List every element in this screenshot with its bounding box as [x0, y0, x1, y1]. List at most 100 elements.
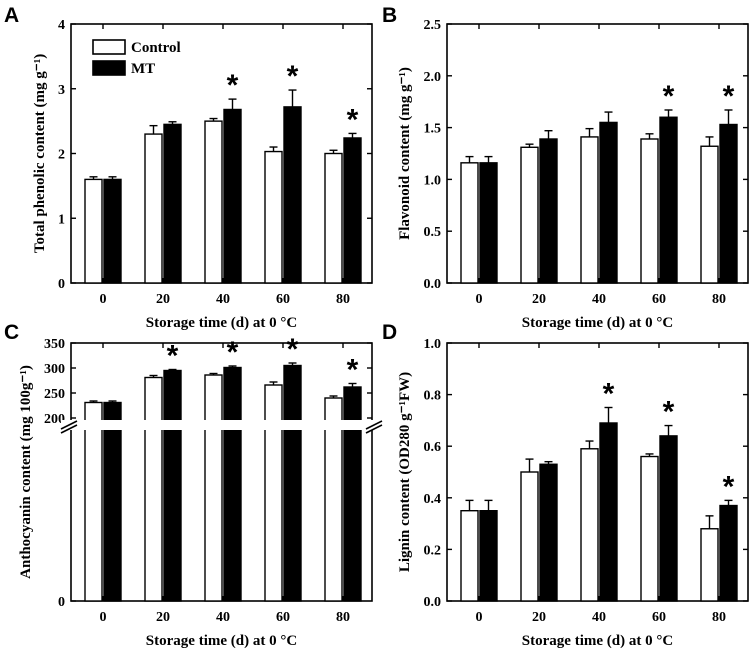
y-tick-label: 350: [44, 337, 65, 352]
bar-control: [460, 510, 479, 602]
y-tick-label: 0.0: [424, 277, 442, 292]
x-axis-title: Storage time (d) at 0 °C: [522, 315, 673, 331]
bar-mt: [719, 123, 738, 284]
significance-star: *: [167, 340, 179, 373]
y-tick-label: 1: [58, 212, 65, 227]
bar-mt: [103, 401, 122, 602]
y-axis-title: Anthocyanin content (mg 100g⁻¹): [18, 365, 34, 579]
y-tick-label: 4: [58, 18, 65, 33]
significance-star: *: [663, 80, 675, 113]
x-axis-title: Storage time (d) at 0 °C: [146, 315, 297, 331]
panel-c: C 200 250 300 350 0 0 20 * 40 * 60 * 80 * Storage time …: [4, 321, 383, 649]
y-tick-label: 0.5: [424, 225, 442, 240]
bar-mt: [719, 504, 738, 602]
panel-letter: C: [4, 321, 19, 344]
legend-swatch-control: [92, 39, 126, 55]
significance-star: *: [227, 69, 239, 102]
bar-mt: [539, 463, 558, 602]
y-tick-label: 1.0: [424, 337, 442, 352]
x-tick-label: 0: [476, 292, 483, 307]
legend-swatch-mt: [92, 60, 126, 76]
y-tick-label: 3: [58, 83, 65, 98]
x-axis-title: Storage time (d) at 0 °C: [522, 633, 673, 649]
bar-control: [520, 471, 539, 602]
y-tick-label: 0.8: [424, 389, 442, 404]
bar-control: [84, 178, 103, 284]
y-axis-title: Lignin content (OD280 g⁻¹FW): [397, 372, 413, 572]
legend-label: Control: [131, 40, 181, 56]
significance-star: *: [603, 378, 615, 411]
bar-control: [324, 152, 343, 284]
x-tick-label: 0: [100, 292, 107, 307]
x-tick-label: 0: [100, 610, 107, 625]
legend-label: MT: [131, 61, 155, 77]
x-tick-label: 40: [216, 292, 230, 307]
axis-break-mark: [60, 420, 78, 430]
bar-mt: [599, 121, 618, 284]
significance-star: *: [227, 336, 239, 369]
y-tick-label: 0.0: [424, 595, 442, 610]
y-tick-label: 2.0: [424, 70, 442, 85]
significance-star: *: [287, 60, 299, 93]
bar-mt: [343, 137, 362, 284]
x-tick-label: 60: [276, 292, 290, 307]
y-axis-title: Total phenolic content (mg g⁻¹): [32, 54, 48, 253]
x-tick-label: 80: [712, 292, 726, 307]
bar-mt: [163, 123, 182, 284]
y-tick-label: 0.4: [424, 492, 442, 507]
axis-break-mark: [60, 424, 78, 434]
axis-break-gap: [61, 420, 382, 430]
bar-control: [84, 401, 103, 602]
bar-control: [204, 374, 223, 602]
x-tick-label: 60: [652, 292, 666, 307]
panel-d: D 0.0 0.2 0.4 0.6 0.8 1.0 0 20 40 * 60 * 80 * Storage t…: [382, 321, 749, 649]
bar-mt: [163, 369, 182, 602]
x-tick-label: 40: [592, 610, 606, 625]
bar-mt: [659, 116, 678, 284]
bar-mt: [479, 162, 498, 284]
y-tick-label: 0: [58, 277, 65, 292]
bar-mt: [283, 106, 302, 284]
x-tick-label: 60: [276, 610, 290, 625]
bar-control: [700, 528, 719, 602]
y-tick-label: 1.0: [424, 173, 442, 188]
x-tick-label: 80: [336, 292, 350, 307]
y-tick-label: 250: [44, 387, 65, 402]
significance-star: *: [347, 354, 359, 387]
bar-control: [640, 455, 659, 602]
x-tick-label: 20: [156, 610, 170, 625]
bar-control: [264, 150, 283, 284]
bar-control: [640, 138, 659, 284]
bar-control: [144, 133, 163, 284]
bar-mt: [103, 178, 122, 284]
panel-b: B 0.0 0.5 1.0 1.5 2.0 2.5 0 20 40 60 * 80 * Storage ti…: [382, 4, 749, 331]
x-tick-label: 80: [712, 610, 726, 625]
x-tick-label: 20: [156, 292, 170, 307]
bar-control: [144, 376, 163, 602]
significance-star: *: [347, 103, 359, 136]
y-tick-label: 0: [58, 595, 65, 610]
x-tick-label: 60: [652, 610, 666, 625]
panel-letter: A: [4, 4, 19, 27]
y-tick-label: 300: [44, 362, 65, 377]
bar-control: [460, 162, 479, 284]
x-tick-label: 80: [336, 610, 350, 625]
y-tick-label: 200: [44, 412, 65, 427]
bar-mt: [599, 422, 618, 602]
significance-star: *: [723, 80, 735, 113]
panel-letter: B: [382, 4, 397, 27]
bar-mt: [223, 108, 242, 284]
significance-star: *: [663, 396, 675, 429]
x-tick-label: 40: [216, 610, 230, 625]
axis-break-mark: [365, 424, 383, 434]
y-tick-label: 2: [58, 148, 65, 163]
bar-control: [204, 120, 223, 284]
y-axis-title: Flavonoid content (mg g⁻¹): [397, 67, 413, 240]
bar-control: [520, 146, 539, 284]
bar-control: [264, 384, 283, 602]
y-tick-label: 1.5: [424, 122, 442, 137]
bar-mt: [659, 435, 678, 602]
axis-break-mark: [365, 420, 383, 430]
